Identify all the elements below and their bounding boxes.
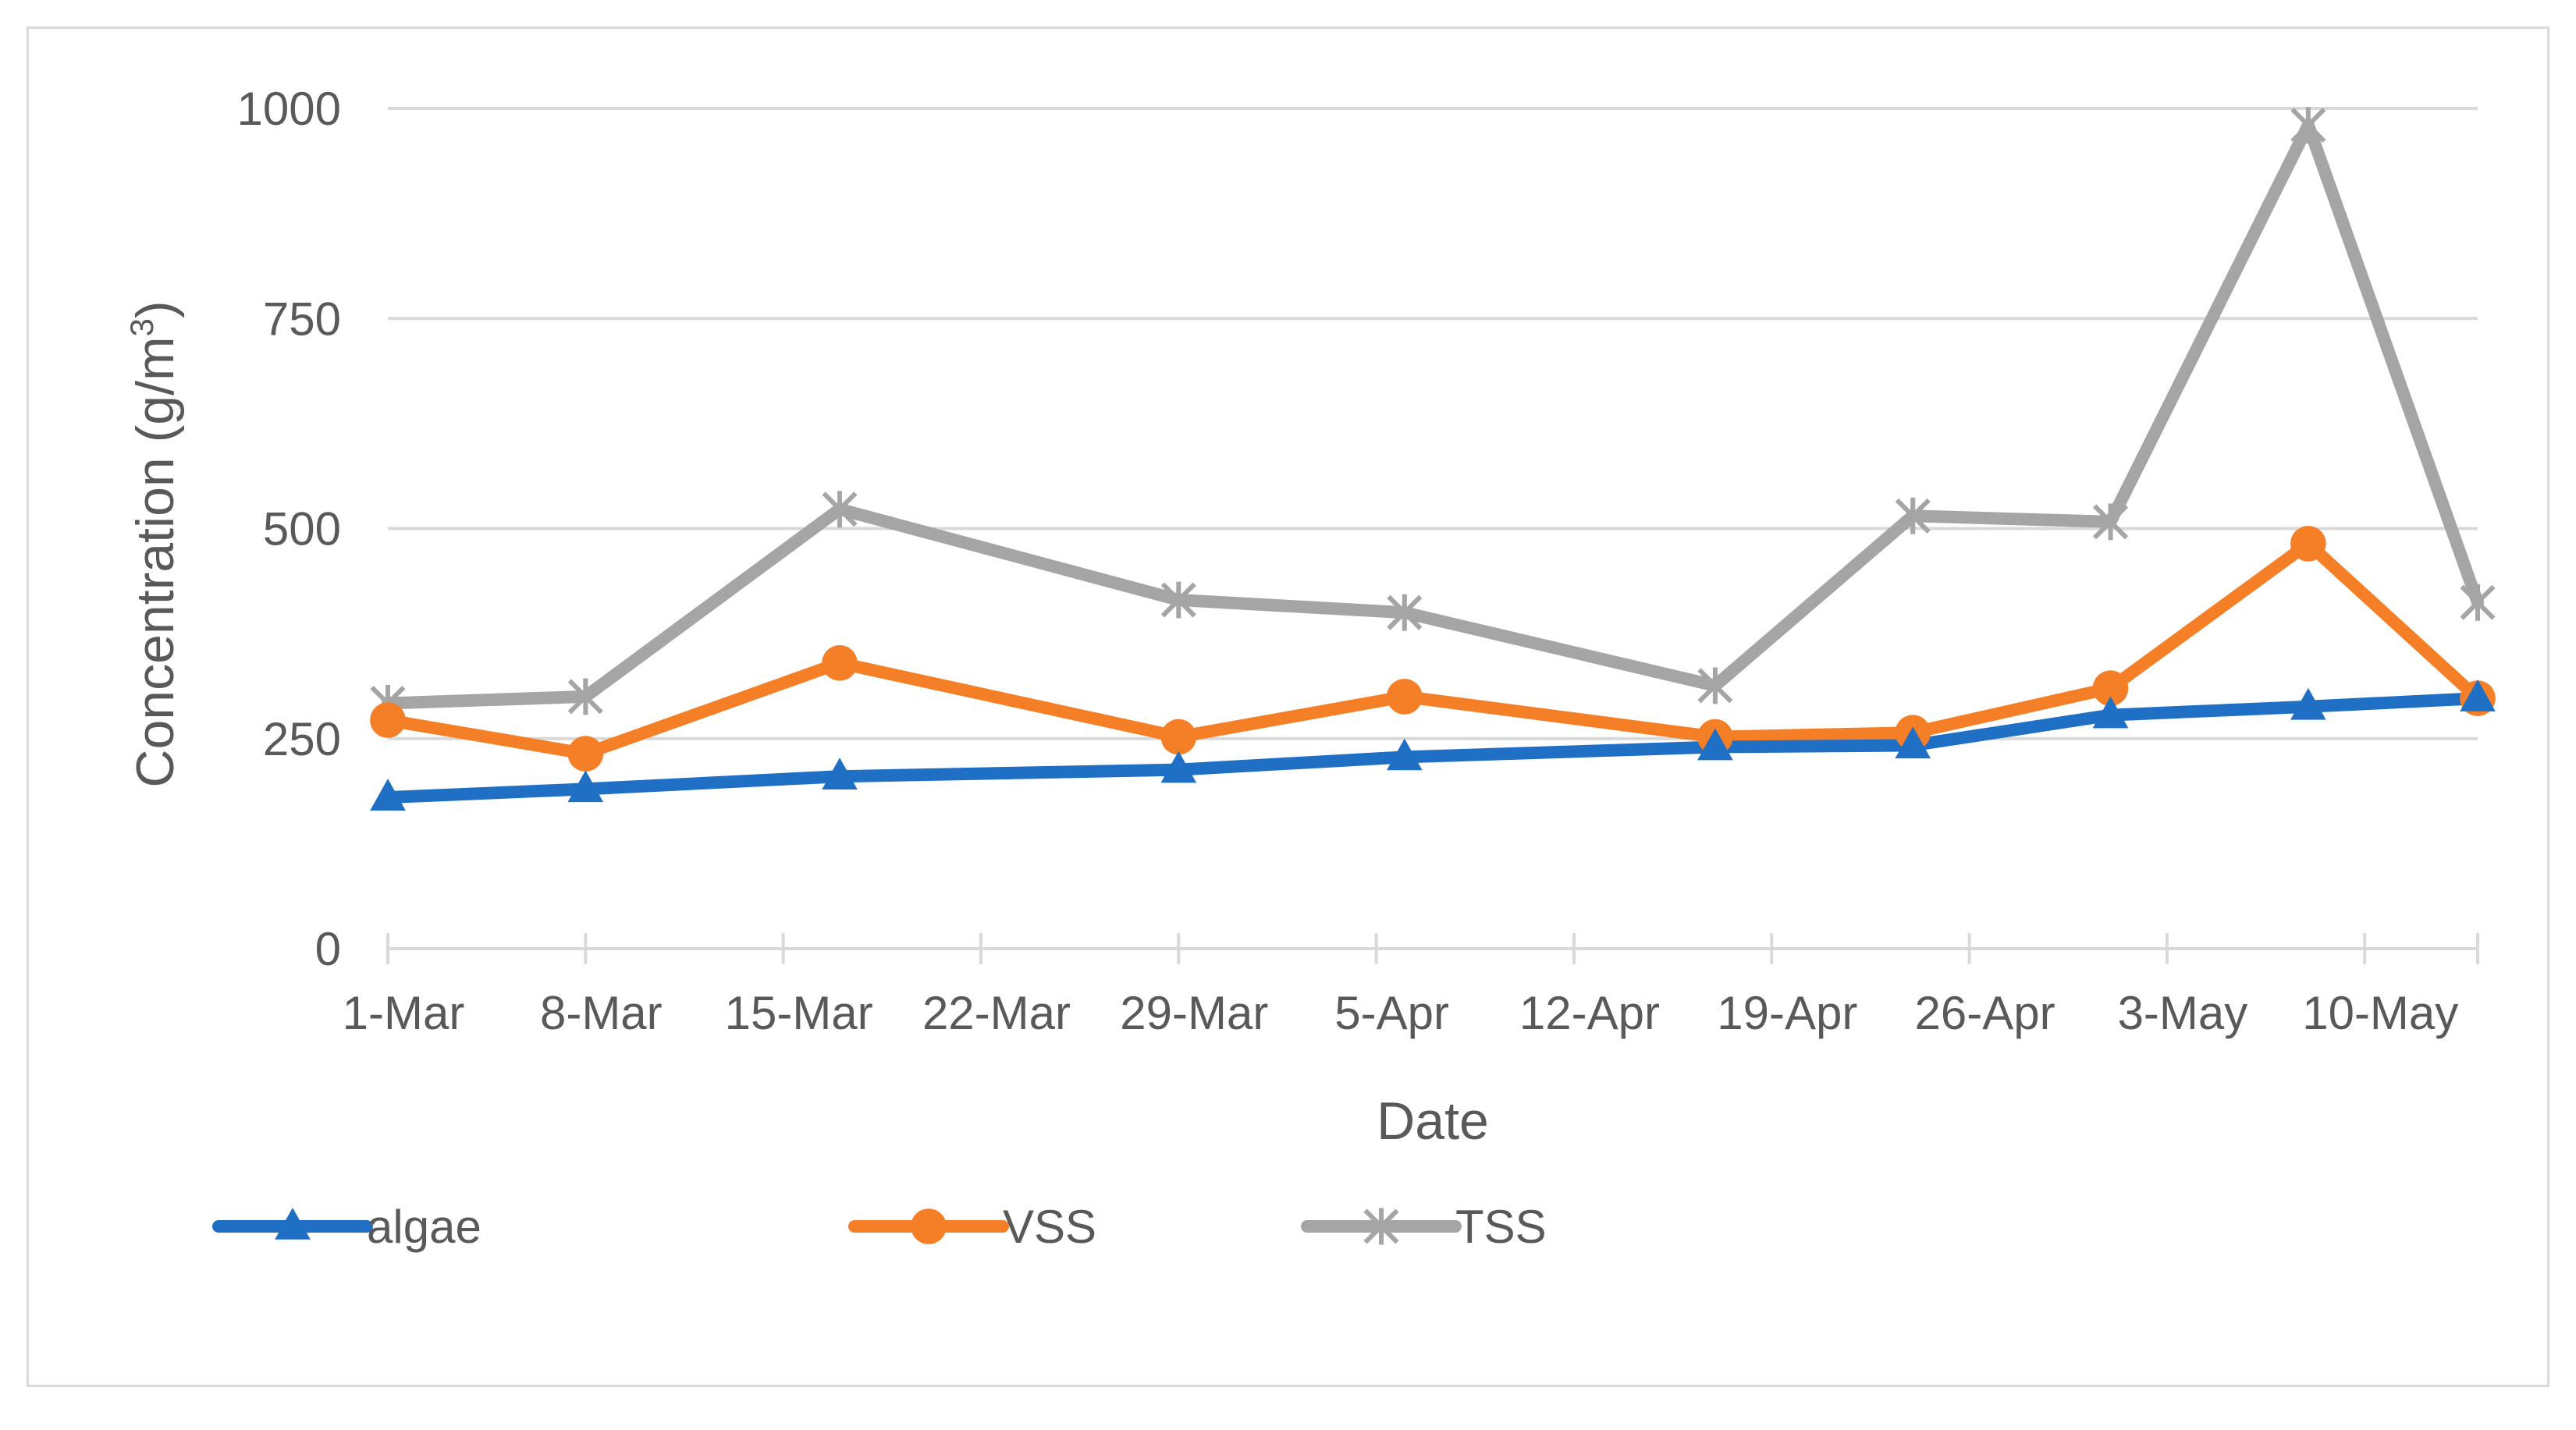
point-VSS-4 xyxy=(1387,679,1423,715)
x-axis-tick-labels: 1-Mar 8-Mar 15-Mar 22-Mar 29-Mar 5-Apr 12-Apr 1… xyxy=(343,987,2459,1039)
y-axis-title-superscript: 3 xyxy=(123,318,160,336)
legend-item-algae: algae xyxy=(212,1201,481,1253)
x-tick-label-6: 12-Apr xyxy=(1519,987,1660,1039)
legend-item-VSS: VSS xyxy=(848,1201,1096,1253)
y-axis-title: Concentration (g/m3) xyxy=(123,300,185,787)
point-algae-1 xyxy=(567,770,604,803)
series-line-algae xyxy=(382,692,2484,804)
gridlines xyxy=(388,107,2478,740)
x-tick-label-10: 10-May xyxy=(2302,987,2458,1039)
point-algae-9 xyxy=(2460,680,2496,711)
legend-marker-TSS xyxy=(1363,1208,1399,1245)
point-TSS-5 xyxy=(1697,667,1733,704)
y-axis-tick-labels: 0 250 500 750 1000 xyxy=(237,83,341,975)
point-VSS-0 xyxy=(370,702,406,738)
point-VSS-7 xyxy=(2092,670,2129,706)
legend-label-VSS: VSS xyxy=(1003,1201,1096,1253)
x-tick-label-0: 1-Mar xyxy=(343,987,465,1039)
point-algae-4 xyxy=(1387,738,1423,771)
legend: algae VSS TSS xyxy=(212,1201,1547,1253)
y-tick-label-1000: 1000 xyxy=(237,83,341,135)
x-axis-title: Date xyxy=(1377,1091,1489,1151)
x-tick-label-8: 26-Apr xyxy=(1915,987,2055,1039)
legend-label-algae: algae xyxy=(367,1201,481,1253)
point-algae-6 xyxy=(1895,726,1931,759)
y-tick-label-250: 250 xyxy=(263,713,341,765)
y-axis-title-main: Concentration (g/m xyxy=(126,336,185,787)
y-tick-label-750: 750 xyxy=(263,293,341,345)
point-algae-7 xyxy=(2092,696,2129,729)
point-TSS-8 xyxy=(2290,107,2326,144)
series-markers xyxy=(370,107,2496,811)
x-tick-label-1: 8-Mar xyxy=(540,987,663,1039)
point-TSS-3 xyxy=(1160,581,1196,619)
point-TSS-7 xyxy=(2093,503,2129,541)
legend-marker-VSS xyxy=(911,1208,947,1244)
x-tick-label-9: 3-May xyxy=(2118,987,2248,1039)
x-tick-label-2: 15-Mar xyxy=(725,987,873,1039)
legend-marker-algae xyxy=(275,1208,311,1240)
point-algae-5 xyxy=(1697,728,1733,761)
point-VSS-3 xyxy=(1160,719,1197,755)
point-TSS-2 xyxy=(822,491,858,528)
y-tick-label-0: 0 xyxy=(315,923,341,975)
point-TSS-1 xyxy=(567,678,603,715)
point-algae-3 xyxy=(1160,750,1197,783)
point-algae-8 xyxy=(2290,687,2326,720)
legend-item-TSS: TSS xyxy=(1301,1201,1547,1253)
point-VSS-2 xyxy=(822,645,858,681)
point-TSS-9 xyxy=(2460,584,2496,621)
series-lines xyxy=(382,119,2484,804)
point-algae-2 xyxy=(822,758,858,790)
point-VSS-8 xyxy=(2290,526,2326,562)
y-tick-label-500: 500 xyxy=(263,503,341,555)
point-TSS-6 xyxy=(1895,497,1931,534)
x-axis xyxy=(386,933,2479,964)
series-line-TSS xyxy=(382,119,2484,710)
legend-label-TSS: TSS xyxy=(1455,1201,1547,1253)
series-line-VSS xyxy=(382,537,2484,761)
x-tick-label-5: 5-Apr xyxy=(1334,987,1449,1039)
x-tick-label-3: 22-Mar xyxy=(922,987,1071,1039)
point-algae-0 xyxy=(370,779,406,811)
y-axis-title-end: ) xyxy=(126,300,185,318)
x-tick-label-7: 19-Apr xyxy=(1717,987,1857,1039)
point-VSS-1 xyxy=(567,736,604,772)
point-TSS-4 xyxy=(1387,594,1423,631)
x-tick-label-4: 29-Mar xyxy=(1120,987,1268,1039)
